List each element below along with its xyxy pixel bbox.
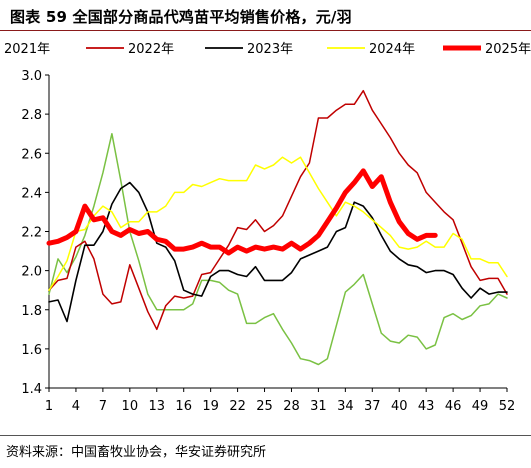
legend-label-2025: 2025年: [485, 42, 531, 57]
x-tick-label: 4: [72, 399, 80, 414]
chart-title: 图表 59 全国部分商品代鸡苗平均销售价格，元/羽: [10, 8, 352, 26]
source-divider: [0, 435, 531, 436]
series-line-2025: [46, 168, 438, 256]
x-tick-label: 52: [499, 399, 516, 414]
x-tick-label: 7: [99, 399, 107, 414]
series-line-2023: [48, 181, 508, 323]
legend-label-2023: 2023年: [247, 42, 293, 57]
x-tick-label: 40: [391, 399, 408, 414]
legend-label-2022: 2022年: [128, 42, 174, 57]
y-tick-label: 2.6: [21, 147, 42, 162]
x-tick-label: 34: [337, 399, 354, 414]
y-tick-label: 1.4: [21, 382, 42, 397]
series-line-2024: [48, 156, 508, 291]
title-divider: [0, 30, 531, 31]
x-tick-label: 25: [256, 399, 273, 414]
y-tick-label: 3.0: [21, 69, 42, 84]
x-tick-label: 28: [283, 399, 300, 414]
series-line-2021: [48, 132, 508, 366]
y-tick-label: 2.4: [21, 186, 42, 201]
y-tick-label: 2.8: [21, 108, 42, 123]
x-tick-label: 22: [229, 399, 246, 414]
legend-label-2021: 2021年: [4, 42, 50, 57]
line-chart: 1.4 1.6 1.8 2.0 2.2 2.4 2.6 2.8 3.0 1 4 7 10 13 16 19 22…: [4, 42, 531, 414]
x-tick-label: 19: [202, 399, 219, 414]
x-tick-label: 13: [148, 399, 165, 414]
y-tick-label: 1.8: [21, 304, 42, 319]
y-tick-label: 1.6: [21, 343, 42, 358]
y-tick-label: 2.0: [21, 265, 42, 280]
x-tick-label: 31: [310, 399, 327, 414]
legend-label-2024: 2024年: [369, 42, 415, 57]
source-note: 资料来源：中国畜牧业协会，华安证券研究所: [6, 445, 267, 460]
x-tick-label: 10: [122, 399, 139, 414]
x-tick-label: 43: [418, 399, 435, 414]
x-tick-label: 46: [445, 399, 462, 414]
y-tick-label: 2.2: [21, 226, 42, 241]
x-tick-label: 49: [472, 399, 489, 414]
series-line-2022: [48, 89, 508, 331]
x-tick-label: 1: [45, 399, 53, 414]
x-tick-label: 16: [175, 399, 192, 414]
x-tick-label: 37: [364, 399, 381, 414]
